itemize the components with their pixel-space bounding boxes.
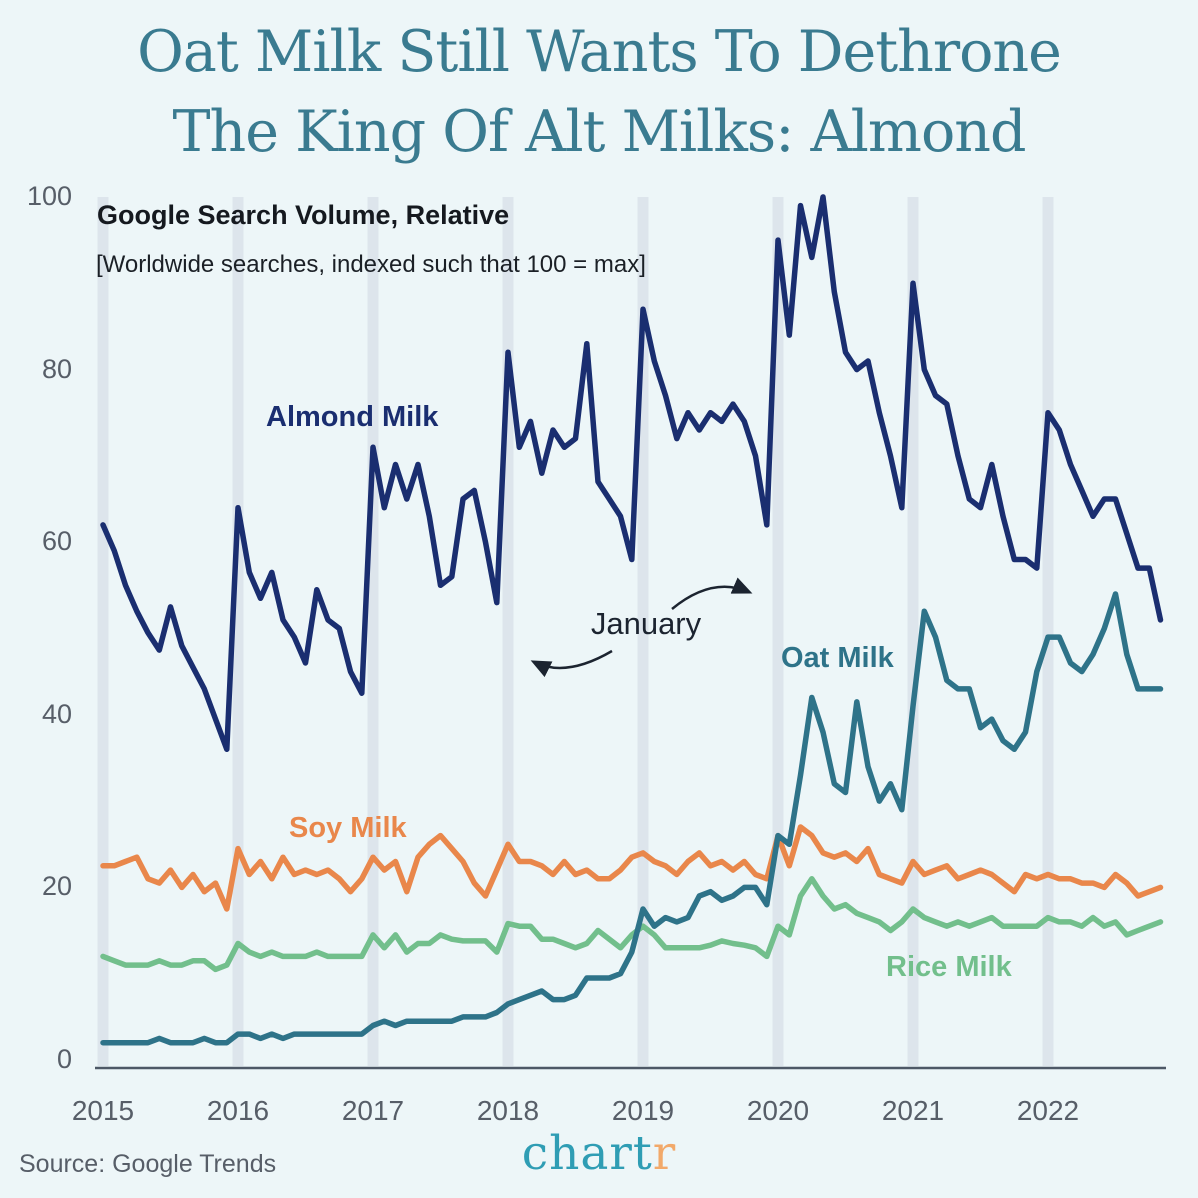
x-axis-tick-2015: 2015 — [71, 1095, 135, 1126]
title-line-2: The King Of Alt Milks: Almond — [172, 99, 1027, 165]
x-axis-tick-2021: 2021 — [881, 1095, 945, 1126]
x-axis-tick-2017: 2017 — [341, 1095, 405, 1126]
january-band-2015 — [97, 197, 109, 1066]
series-label-oat-milk: Oat Milk — [781, 642, 894, 674]
january-gridline-bands — [97, 197, 1054, 1066]
chartr-logo-orange-part: r — [652, 1126, 677, 1181]
chart-subtitle-note: [Worldwide searches, indexed such that 1… — [96, 251, 646, 278]
january-band-2016 — [232, 197, 244, 1066]
rice-milk-line — [100, 876, 1164, 973]
x-axis-tick-2020: 2020 — [746, 1095, 810, 1126]
y-axis-tick-0: 0 — [56, 1044, 72, 1074]
x-axis-tick-2016: 2016 — [206, 1095, 270, 1126]
series-label-rice-milk: Rice Milk — [886, 951, 1012, 983]
y-axis-tick-20: 20 — [41, 871, 72, 902]
january-band-2018 — [502, 197, 514, 1066]
january-arrow-left-icon — [530, 649, 613, 678]
x-axis-tick-2019: 2019 — [611, 1095, 675, 1126]
y-axis-tick-100: 100 — [26, 181, 72, 211]
january-band-2022 — [1042, 197, 1054, 1066]
title-line-1: Oat Milk Still Wants To Dethrone — [137, 19, 1062, 85]
series-label-soy-milk: Soy Milk — [289, 812, 407, 844]
y-axis-tick-40: 40 — [41, 698, 72, 729]
x-axis-tick-2022: 2022 — [1016, 1095, 1080, 1126]
almond-milk-line — [100, 194, 1164, 753]
oat-milk-line — [100, 591, 1164, 1046]
chart-subtitle: Google Search Volume, Relative — [97, 200, 510, 230]
january-band-2017 — [367, 197, 379, 1066]
january-annotation-arrows — [530, 577, 753, 678]
series-label-almond-milk: Almond Milk — [266, 401, 439, 433]
january-band-2021 — [907, 197, 919, 1066]
y-axis-tick-60: 60 — [41, 526, 72, 557]
january-annotation-label: January — [590, 606, 702, 641]
january-arrow-right-icon — [671, 577, 753, 610]
january-band-2019 — [637, 197, 649, 1066]
source-credit: Source: Google Trends — [19, 1150, 277, 1178]
january-band-2020 — [772, 197, 784, 1066]
page-title: Oat Milk Still Wants To Dethrone The Kin… — [0, 12, 1198, 172]
x-axis-tick-2018: 2018 — [476, 1095, 540, 1126]
soy-milk-line — [100, 824, 1164, 912]
chartr-logo: chartr — [0, 1126, 1198, 1181]
y-axis-tick-80: 80 — [41, 353, 72, 384]
chartr-logo-teal-part: chart — [521, 1126, 653, 1181]
